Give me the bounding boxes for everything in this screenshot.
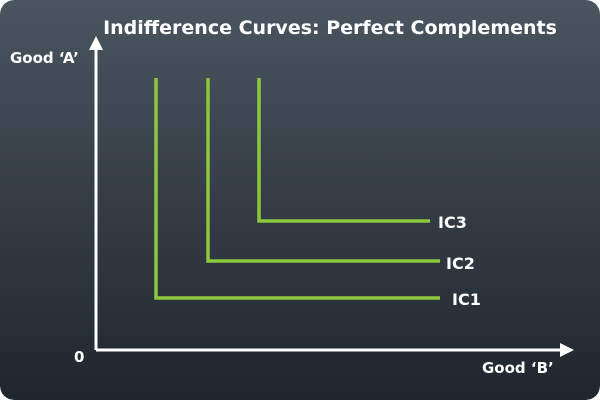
axes — [89, 36, 574, 357]
diagram-title: Indifference Curves: Perfect Complements — [103, 17, 557, 39]
y-axis-arrow — [89, 36, 103, 50]
y-axis-label: Good ‘A’ — [10, 49, 79, 67]
x-axis-label: Good ‘B’ — [482, 359, 554, 377]
curve-line-ic1 — [154, 78, 440, 300]
curve-ic2: IC2 — [206, 78, 475, 273]
curve-ic1: IC1 — [154, 78, 481, 309]
curve-line-ic2 — [206, 78, 440, 263]
curve-line-ic3 — [257, 78, 430, 223]
curve-label-ic3: IC3 — [438, 213, 467, 232]
curve-ic3: IC3 — [257, 78, 467, 232]
curve-label-ic2: IC2 — [446, 254, 475, 273]
curve-label-ic1: IC1 — [452, 290, 481, 309]
x-axis-arrow — [560, 343, 574, 357]
origin-label: 0 — [74, 348, 84, 366]
